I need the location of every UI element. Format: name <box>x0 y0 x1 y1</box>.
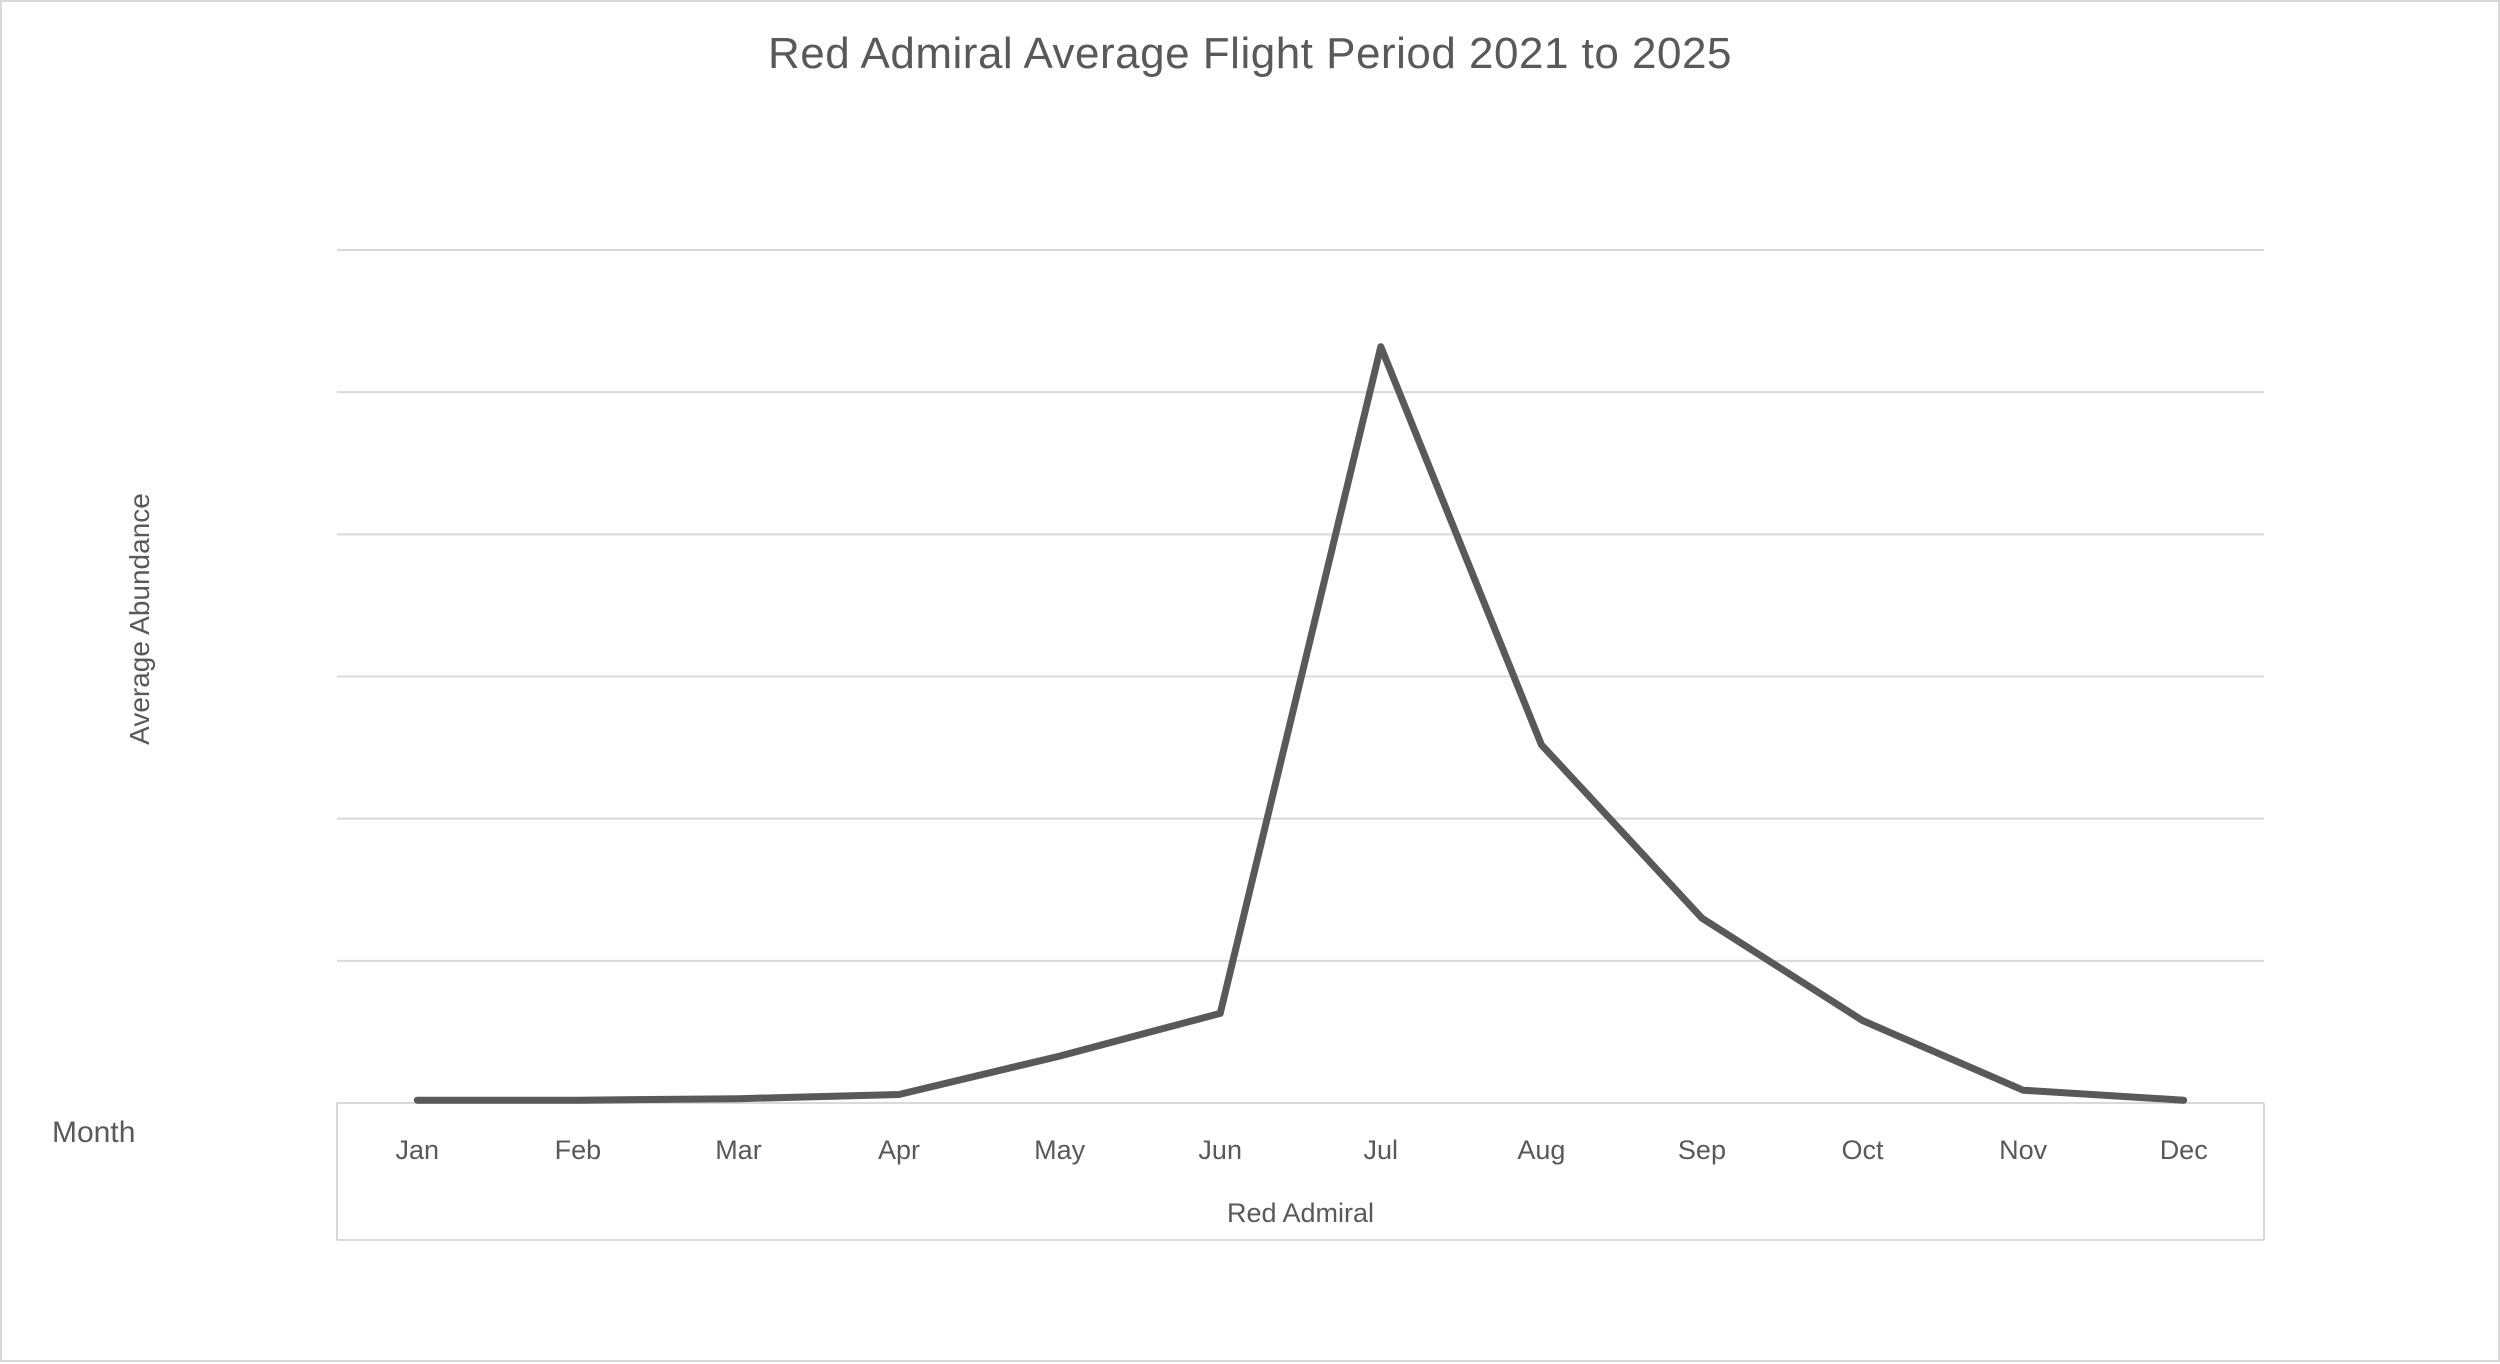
x-tick-label: Jul <box>1363 1135 1399 1165</box>
x-tick-label: Mar <box>715 1135 762 1165</box>
series-label: Red Admiral <box>1226 1198 1375 1228</box>
x-tick-label: Dec <box>2159 1135 2208 1165</box>
chart-title: Red Admiral Average Flight Period 2021 t… <box>768 29 1732 78</box>
x-tick-label: Oct <box>1841 1135 1884 1165</box>
x-tick-label: May <box>1034 1135 1086 1165</box>
x-tick-label: Jun <box>1198 1135 1242 1165</box>
x-tick-label: Sep <box>1677 1135 1726 1165</box>
x-tick-label: Jan <box>395 1135 440 1165</box>
series-line <box>413 343 2188 1104</box>
x-axis-title: Month <box>52 1116 136 1149</box>
x-tick-label: Feb <box>554 1135 602 1165</box>
x-tick-label: Nov <box>1999 1135 2048 1165</box>
x-tick-label: Apr <box>878 1135 921 1165</box>
x-tick-label: Aug <box>1517 1135 1566 1165</box>
